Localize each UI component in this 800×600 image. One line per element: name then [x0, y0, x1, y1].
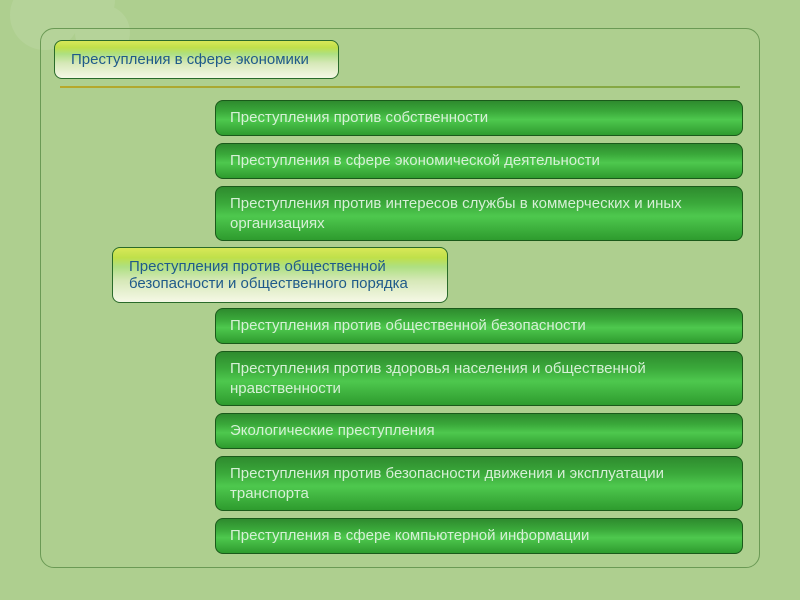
item-health-morality-crimes: Преступления против здоровья населения и… [215, 351, 743, 406]
item-computer-info-crimes: Преступления в сфере компьютерной информ… [215, 518, 743, 554]
section-header-public-safety: Преступления против общественной безопас… [112, 247, 448, 303]
item-transport-safety-crimes: Преступления против безопасности движени… [215, 456, 743, 511]
item-ecological-crimes: Экологические преступления [215, 413, 743, 449]
item-economic-activity-crimes: Преступления в сфере экономической деяте… [215, 143, 743, 179]
section-header-economics: Преступления в сфере экономики [54, 40, 339, 79]
item-service-interests-crimes: Преступления против интересов службы в к… [215, 186, 743, 241]
divider-line [60, 86, 740, 88]
item-public-safety-crimes: Преступления против общественной безопас… [215, 308, 743, 344]
item-property-crimes: Преступления против собственности [215, 100, 743, 136]
